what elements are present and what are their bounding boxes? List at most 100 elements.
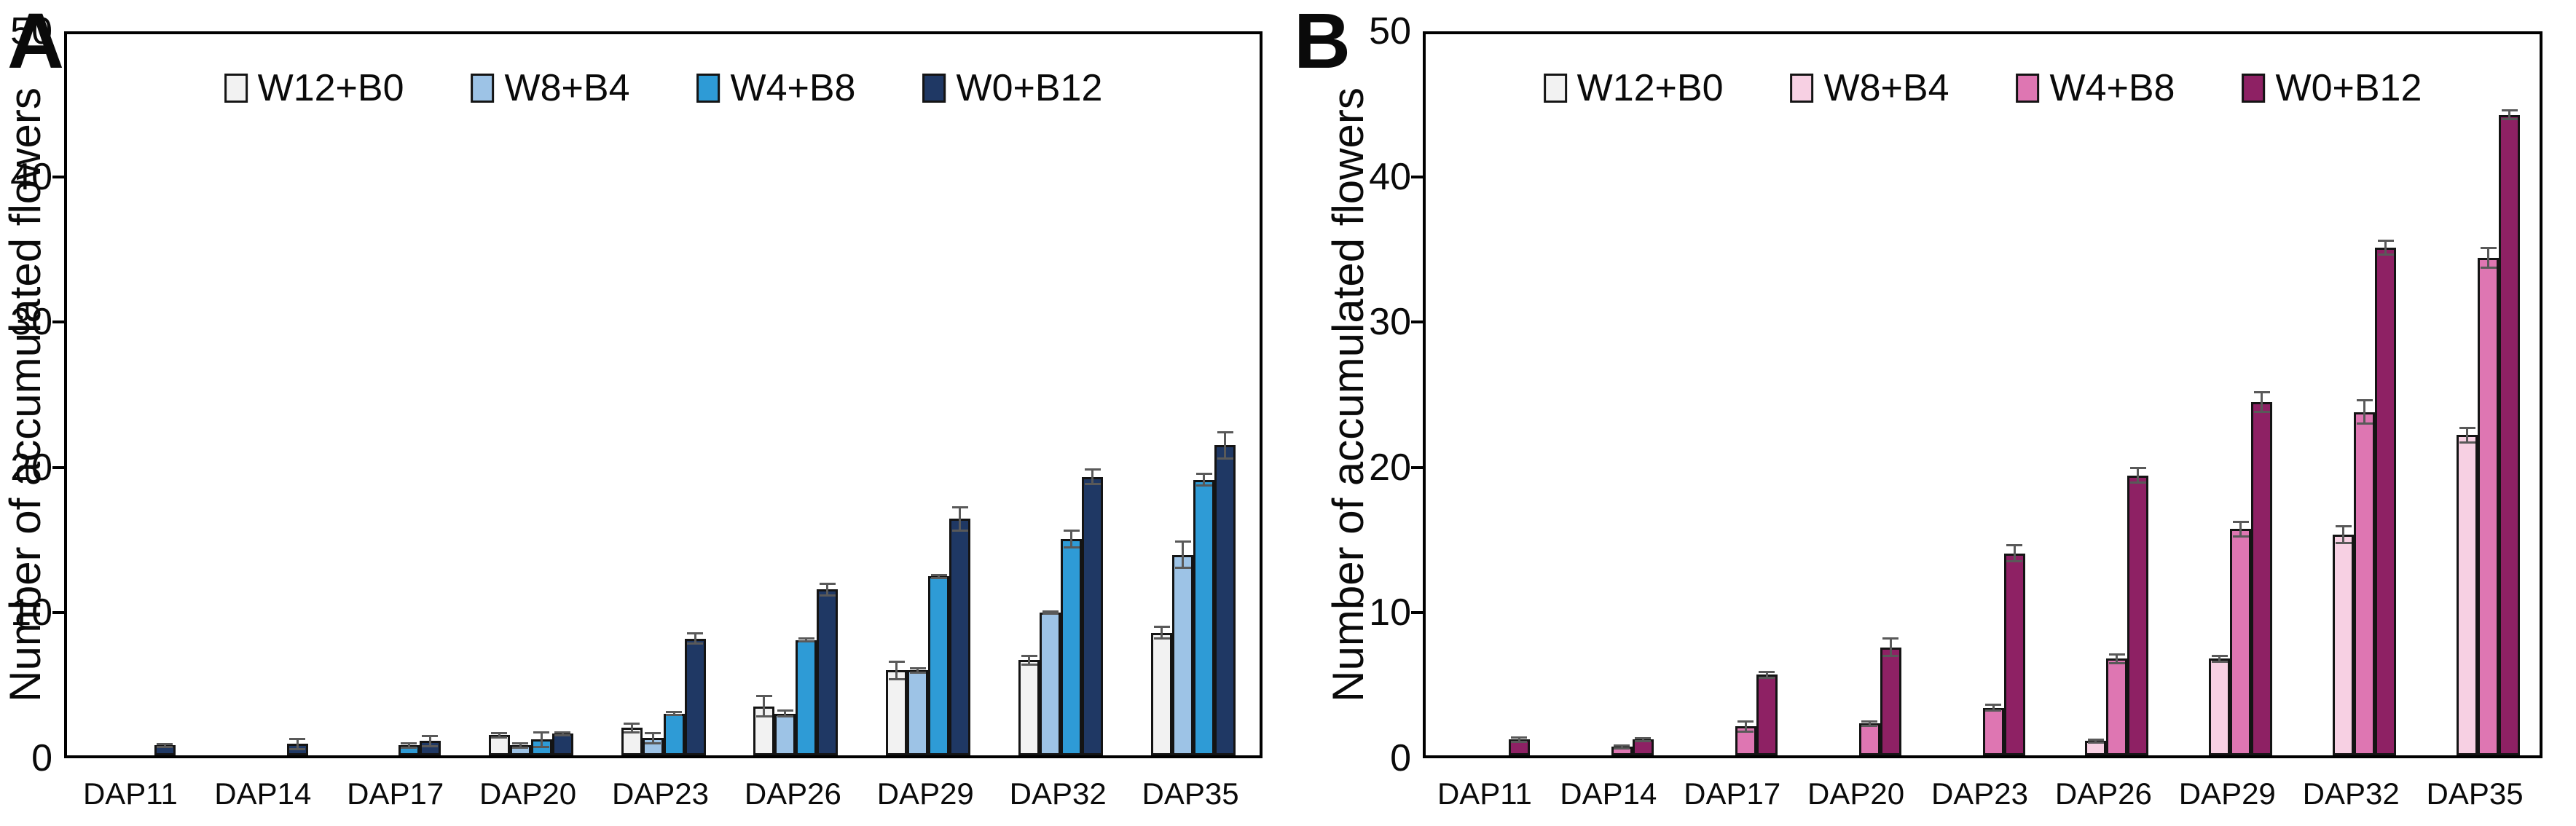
error-bar-cap — [491, 731, 508, 734]
error-bar-cap — [1861, 720, 1878, 723]
bar-dap35-w4b8 — [1193, 479, 1215, 755]
x-axis-label-dap14: DAP14 — [1560, 776, 1657, 811]
bar-dap20-w0b12 — [1880, 647, 1901, 755]
x-axis-label-dap23: DAP23 — [1931, 776, 2029, 811]
x-axis-label-dap23: DAP23 — [611, 776, 710, 811]
error-bar-cap — [1195, 473, 1212, 476]
legend-item-w0b12: W0+B12 — [2242, 66, 2422, 110]
x-axis-label-dap17: DAP17 — [347, 776, 444, 811]
error-bar-cap — [491, 736, 508, 739]
x-axis-label-dap14: DAP14 — [214, 776, 312, 811]
error-bar — [672, 712, 675, 715]
y-axis-tick-mark — [52, 320, 64, 324]
bar-dap26-w0b12 — [817, 589, 839, 755]
error-bar-cap — [1737, 730, 1754, 733]
x-axis-label-dap35: DAP35 — [2426, 776, 2524, 811]
error-bar-cap — [930, 574, 947, 576]
y-axis-tick-label: 40 — [1369, 155, 1411, 198]
error-bar-cap — [1511, 736, 1528, 739]
error-bar — [498, 733, 500, 738]
error-bar — [959, 507, 962, 531]
error-bar — [1182, 541, 1185, 568]
error-bar — [2261, 392, 2263, 412]
legend-swatch — [1790, 74, 1814, 103]
legend-label: W4+B8 — [2049, 67, 2175, 109]
legend-item-w4b8: W4+B8 — [2016, 66, 2175, 110]
x-axis-label-dap32: DAP32 — [2302, 776, 2400, 811]
bar-dap32-w8b4 — [2333, 535, 2355, 755]
error-bar-cap — [2480, 246, 2497, 249]
error-bar — [1620, 745, 1623, 749]
bar-dap26-w12b0 — [753, 706, 775, 755]
error-bar — [428, 736, 431, 747]
error-bar-cap — [512, 742, 529, 744]
y-axis-tick-label: 50 — [10, 10, 52, 52]
y-axis-tick-mark — [1411, 465, 1423, 469]
x-axis-label-dap29: DAP29 — [876, 776, 974, 811]
error-bar — [651, 733, 654, 744]
error-bar — [407, 743, 410, 748]
error-bar — [2116, 654, 2118, 664]
bar-dap23-w4b8 — [663, 713, 685, 755]
y-axis-tick-label: 20 — [1369, 446, 1411, 489]
error-bar — [1161, 626, 1163, 639]
plot-area-panel-b: W12+B0 W8+B4 W4+B8 W0+B12 — [1423, 31, 2542, 758]
error-bar — [519, 743, 522, 748]
error-bar-cap — [1217, 430, 1233, 433]
error-bar-cap — [909, 671, 926, 674]
error-bar-cap — [1174, 540, 1191, 543]
panel-b-letter: B — [1294, 0, 1351, 84]
legend-item-w8b4: W8+B4 — [471, 66, 630, 110]
error-bar-cap — [2006, 560, 2022, 563]
error-bar-cap — [624, 722, 640, 725]
error-bar — [2342, 526, 2345, 543]
error-bar — [1517, 737, 1520, 742]
error-bar-cap — [1759, 676, 1775, 679]
error-bar — [694, 633, 696, 644]
bar-dap32-w8b4 — [1040, 612, 1061, 755]
error-bar-cap — [1042, 610, 1059, 613]
y-axis-title-b: Number of accumulated flowers — [1324, 87, 1373, 702]
error-bar-cap — [1217, 457, 1233, 460]
error-bar-cap — [798, 640, 814, 643]
error-bar — [1765, 672, 1768, 678]
error-bar — [2508, 110, 2511, 119]
error-bar — [2137, 468, 2140, 483]
y-axis-tick-label: 10 — [10, 591, 52, 634]
error-bar-cap — [1021, 663, 1037, 666]
error-bar — [1868, 721, 1871, 726]
error-bar-cap — [2501, 109, 2518, 112]
error-bar-cap — [777, 715, 793, 718]
error-bar-cap — [2335, 524, 2352, 527]
x-axis-label-dap11: DAP11 — [1437, 776, 1532, 811]
error-bar-cap — [666, 711, 682, 714]
error-bar-cap — [422, 744, 439, 747]
error-bar-cap — [1063, 529, 1080, 532]
x-axis-label-dap20: DAP20 — [479, 776, 577, 811]
bar-dap32-w12b0 — [1018, 660, 1040, 755]
error-bar-cap — [1084, 483, 1101, 486]
error-bar — [540, 732, 543, 747]
error-bar-cap — [2006, 544, 2022, 547]
error-bar-cap — [819, 594, 836, 597]
error-bar-cap — [422, 734, 439, 737]
error-bar-cap — [645, 742, 661, 744]
legend-swatch — [1543, 74, 1567, 103]
error-bar-cap — [2480, 267, 2497, 270]
y-axis-tick-mark — [1411, 175, 1423, 178]
error-bar-cap — [888, 660, 905, 663]
bar-dap32-w0b12 — [1082, 476, 1104, 755]
bar-dap29-w8b4 — [907, 670, 929, 755]
bar-dap23-w0b12 — [2003, 553, 2025, 755]
error-bar-cap — [1614, 747, 1630, 750]
legend: W12+B0 W8+B4 W4+B8 W0+B12 — [224, 66, 1102, 110]
error-bar-cap — [2211, 654, 2228, 657]
bar-dap29-w0b12 — [949, 519, 971, 755]
error-bar-cap — [554, 733, 571, 736]
bar-dap29-w8b4 — [2209, 658, 2231, 755]
error-bar-cap — [289, 737, 306, 740]
error-bar — [296, 739, 299, 750]
error-bar-cap — [755, 715, 772, 718]
legend-item-w12b0: W12+B0 — [1543, 66, 1724, 110]
error-bar-cap — [666, 714, 682, 717]
